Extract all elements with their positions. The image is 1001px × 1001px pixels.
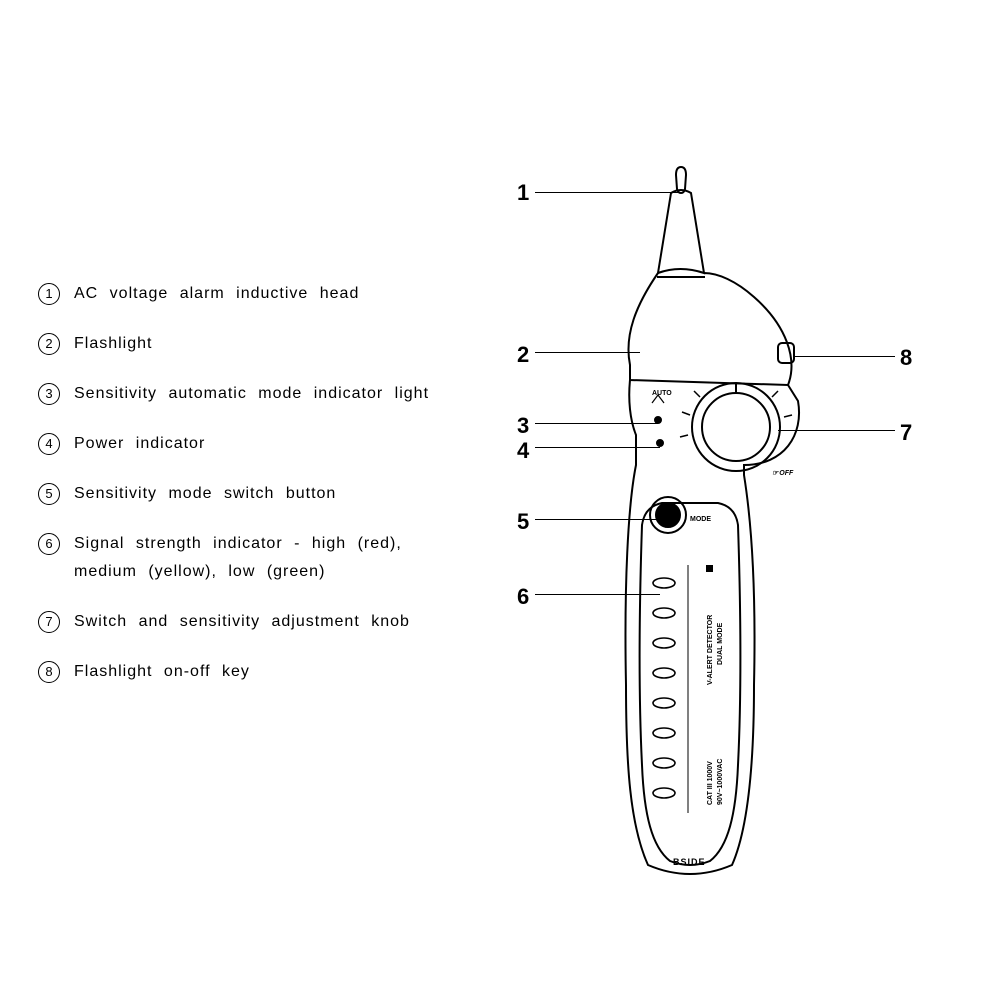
leader-line-5 (535, 519, 667, 520)
legend: 1 AC voltage alarm inductive head 2 Flashli… (38, 280, 468, 708)
legend-number-icon: 4 (38, 433, 60, 455)
legend-number-icon: 6 (38, 533, 60, 555)
legend-number-icon: 1 (38, 283, 60, 305)
legend-text: Flashlight on-off key (74, 658, 250, 686)
callout-number-8: 8 (900, 345, 912, 371)
side-line-4: CAT III 1000V (707, 761, 714, 805)
callout-number-3: 3 (517, 413, 529, 439)
legend-text: Signal strength indicator - high (red), … (74, 530, 468, 586)
callout-number-1: 1 (517, 180, 529, 206)
callout-number-7: 7 (900, 420, 912, 446)
leader-line-7 (778, 430, 895, 431)
label-mode: MODE (690, 516, 711, 523)
brand: BSIDE (673, 857, 706, 867)
legend-text: Power indicator (74, 430, 205, 458)
legend-text: Switch and sensitivity adjustment knob (74, 608, 410, 636)
label-auto: AUTO (652, 390, 672, 397)
leader-line-2 (535, 352, 640, 353)
side-line-2: DUAL MODE (717, 622, 724, 665)
diagram-root: 1 AC voltage alarm inductive head 2 Flashli… (0, 0, 1001, 1001)
leader-line-3 (535, 423, 658, 424)
legend-number-icon: 5 (38, 483, 60, 505)
legend-item-1: 1 AC voltage alarm inductive head (38, 280, 468, 308)
legend-text: Sensitivity mode switch button (74, 480, 336, 508)
legend-number-icon: 7 (38, 611, 60, 633)
label-off: ☞OFF (772, 470, 794, 477)
legend-number-icon: 8 (38, 661, 60, 683)
callout-number-4: 4 (517, 438, 529, 464)
side-line-3: 90V~1000VAC (717, 759, 724, 805)
legend-text: Sensitivity automatic mode indicator lig… (74, 380, 429, 408)
leader-line-8 (793, 356, 895, 357)
legend-number-icon: 2 (38, 333, 60, 355)
callout-number-2: 2 (517, 342, 529, 368)
legend-item-3: 3 Sensitivity automatic mode indicator li… (38, 380, 468, 408)
legend-number-icon: 3 (38, 383, 60, 405)
legend-item-6: 6 Signal strength indicator - high (red),… (38, 530, 468, 586)
leader-line-1 (535, 192, 680, 193)
legend-text: Flashlight (74, 330, 152, 358)
legend-item-7: 7 Switch and sensitivity adjustment knob (38, 608, 468, 636)
device-drawing: AUTO ☞OFF MODE CAT III 1000V 90V~1000VAC… (540, 165, 820, 885)
side-line-1: V-ALERT DETECTOR (707, 615, 714, 685)
callout-number-5: 5 (517, 509, 529, 535)
legend-item-8: 8 Flashlight on-off key (38, 658, 468, 686)
callout-number-6: 6 (517, 584, 529, 610)
legend-item-5: 5 Sensitivity mode switch button (38, 480, 468, 508)
legend-item-4: 4 Power indicator (38, 430, 468, 458)
leader-line-6 (535, 594, 660, 595)
led-ladder (653, 578, 675, 798)
legend-text: AC voltage alarm inductive head (74, 280, 359, 308)
leader-line-4 (535, 447, 660, 448)
legend-item-2: 2 Flashlight (38, 330, 468, 358)
